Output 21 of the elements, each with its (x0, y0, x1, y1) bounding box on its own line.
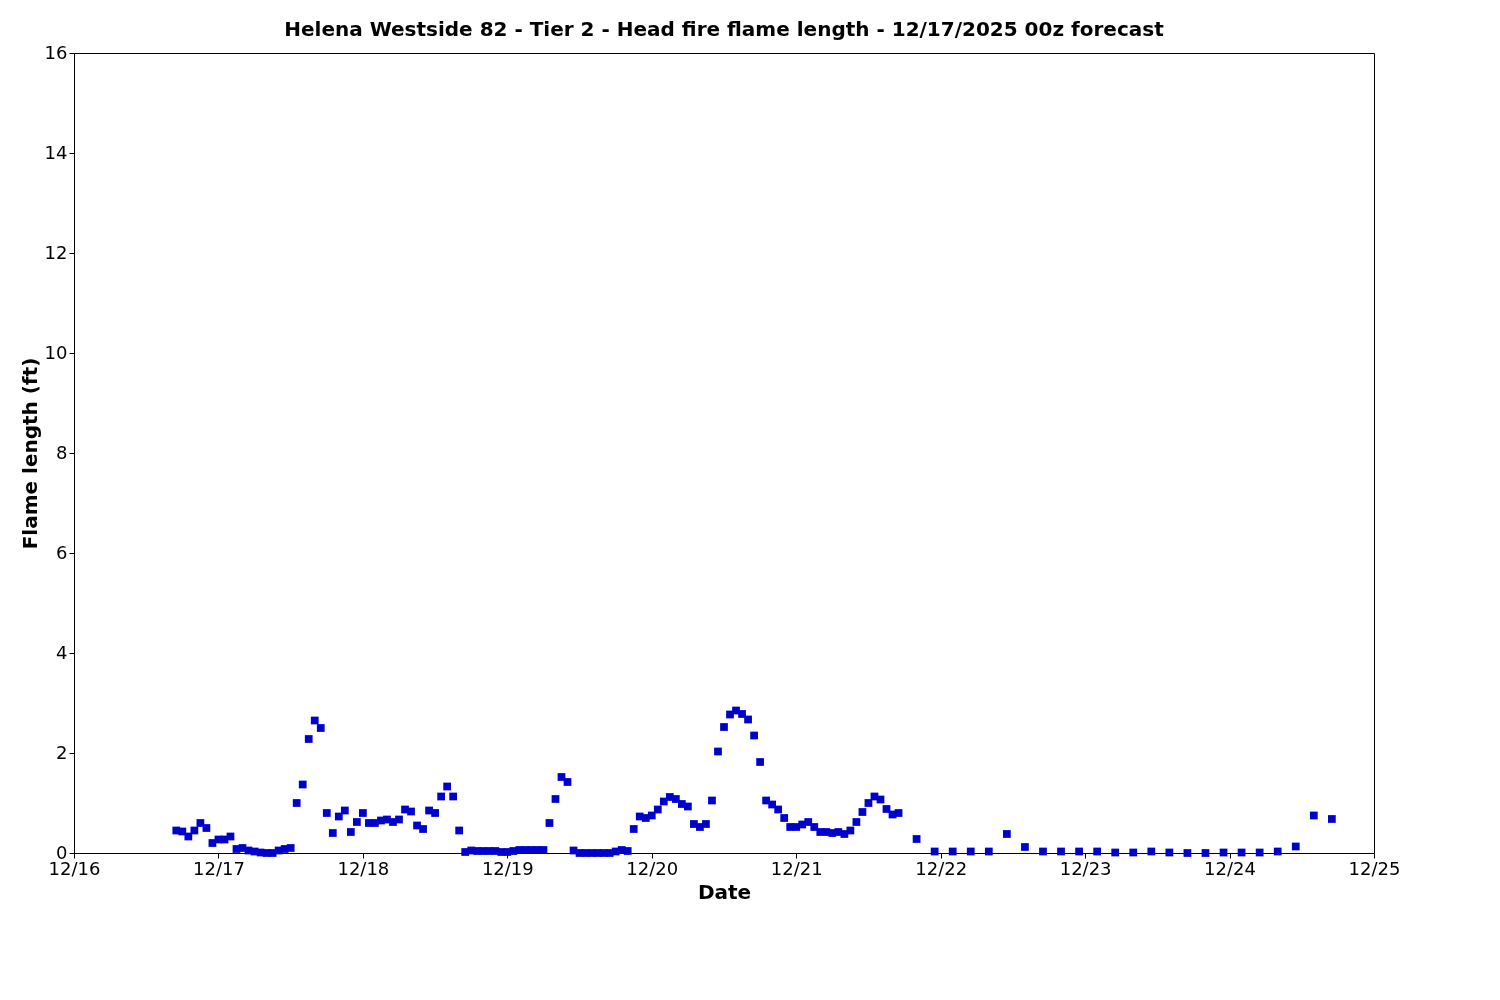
y-tick-label: 12 (44, 241, 68, 263)
y-tick-label: 14 (44, 141, 68, 163)
y-tick-label: 6 (56, 541, 68, 563)
x-tick-label: 12/20 (626, 857, 679, 879)
x-tick-label: 12/19 (481, 857, 534, 879)
x-tick-label: 12/17 (193, 857, 245, 879)
x-axis-title: Date (697, 879, 752, 904)
x-tick-label: 12/22 (915, 857, 968, 879)
x-tick-label: 12/18 (337, 857, 390, 879)
y-tick-label: 8 (56, 441, 68, 463)
y-axis-title: Flame length (ft) (17, 357, 42, 550)
y-tick-label: 2 (56, 741, 68, 763)
x-tick-label: 12/24 (1204, 857, 1256, 879)
x-tick-label: 12/25 (1348, 857, 1401, 879)
y-tick-label: 10 (44, 341, 68, 363)
y-tick-label: 0 (56, 841, 68, 863)
x-tick-label: 12/21 (770, 857, 823, 879)
y-tick-label: 16 (44, 41, 68, 63)
x-tick-label: 12/23 (1059, 857, 1112, 879)
chart-title: Helena Westside 82 - Tier 2 - Head fire flame length - 12/17/2025 00z forecast (284, 17, 1165, 41)
y-tick-label: 4 (56, 641, 68, 663)
